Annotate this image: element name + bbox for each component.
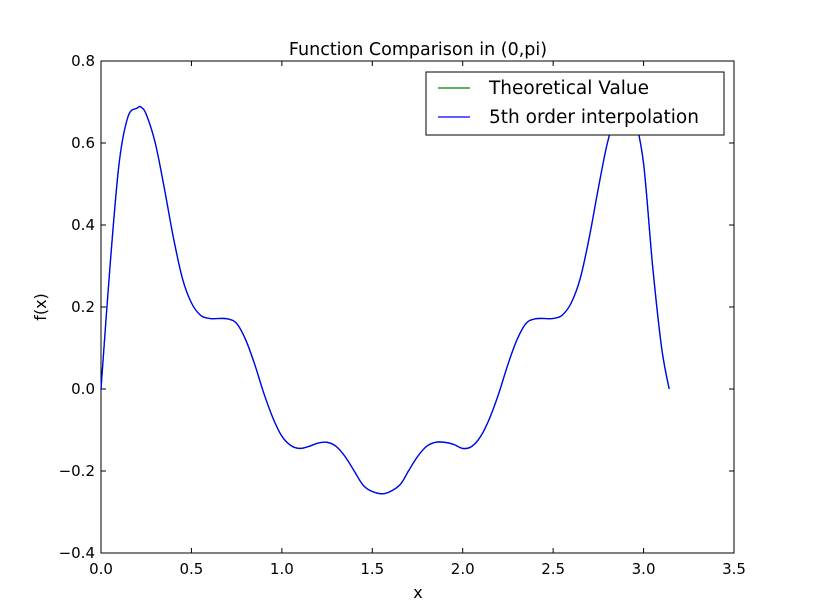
x-tick-label: 0.5 <box>179 560 203 578</box>
plot-area <box>100 60 735 554</box>
legend-box <box>425 71 725 136</box>
y-tick-label: 0.2 <box>71 298 95 316</box>
legend: Theoretical Value 5th order interpolatio… <box>425 71 725 136</box>
y-tick-label: −0.2 <box>59 462 95 480</box>
y-tick-label: 0.0 <box>71 380 95 398</box>
x-tick-label: 3.0 <box>632 560 656 578</box>
legend-label-5th-order-interpolation: 5th order interpolation <box>489 107 699 128</box>
y-tick-label: 0.6 <box>71 134 95 152</box>
x-tick-label: 3.5 <box>722 560 746 578</box>
axis-ticks: 0.0 0.5 1.0 1.5 2.0 2.5 3.0 3.5 −0.4 −0.2 0.0 0.2 0.… <box>59 52 746 578</box>
y-tick-label: 0.8 <box>71 52 95 70</box>
chart-title: Function Comparison in (0,pi) <box>289 40 547 60</box>
x-tick-label: 2.0 <box>451 560 475 578</box>
x-axis-label: x <box>413 583 422 602</box>
series-line-5th-order-interpolation <box>100 105 670 495</box>
y-axis-label: f(x) <box>31 293 50 321</box>
y-tick-label: −0.4 <box>59 544 95 562</box>
x-tick-label: 1.0 <box>270 560 294 578</box>
y-tick-label: 0.4 <box>71 216 95 234</box>
x-tick-label: 2.5 <box>541 560 565 578</box>
series-group <box>100 105 670 495</box>
x-tick-label: 0.0 <box>89 560 113 578</box>
legend-label-theoretical-value: Theoretical Value <box>488 78 649 99</box>
x-tick-label: 1.5 <box>360 560 384 578</box>
